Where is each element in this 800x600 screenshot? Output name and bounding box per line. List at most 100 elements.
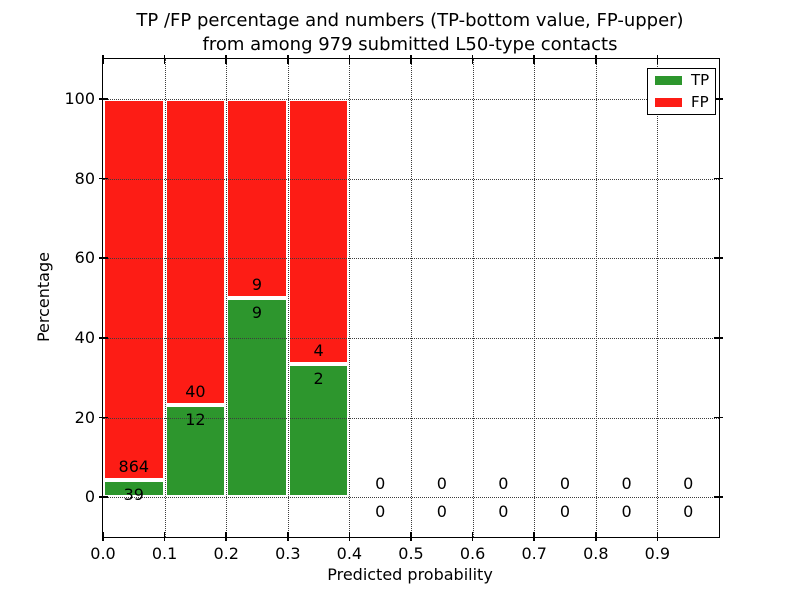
gridline-x-0.1	[164, 59, 166, 537]
bar-segment-fp-bin3	[287, 98, 350, 365]
x-tick-bottom-0.3	[287, 532, 289, 541]
legend-label-tp: TP	[691, 71, 710, 89]
bar-segment-fp-bin0	[103, 98, 165, 480]
tp-count-label-bin4: 0	[375, 502, 386, 522]
gridline-x-0.3	[287, 59, 289, 537]
x-tick-top-0.8	[595, 55, 597, 64]
gridline-x-0.6	[472, 59, 474, 537]
tp-count-label-bin2: 9	[251, 303, 263, 322]
fp-count-label-bin5: 0	[436, 474, 447, 494]
gridline-x-0.9	[657, 59, 659, 537]
y-tick-left-100	[99, 98, 108, 100]
x-tick-label-0.3: 0.3	[275, 544, 301, 563]
tp-count-label-bin6: 0	[498, 502, 509, 522]
y-tick-right-60	[714, 257, 723, 259]
y-tick-left-40	[99, 337, 108, 339]
tp-count-label-bin3: 2	[313, 369, 324, 389]
y-tick-label-80: 80	[74, 168, 95, 188]
gridline-y-100	[103, 98, 719, 100]
fp-count-label-bin8: 0	[621, 474, 632, 494]
x-tick-label-0.8: 0.8	[583, 544, 609, 563]
x-tick-label-0.7: 0.7	[521, 544, 547, 563]
y-tick-label-60: 60	[74, 248, 95, 268]
x-tick-bottom-0.4	[348, 532, 351, 541]
bar-segment-fp-bin2	[226, 98, 288, 298]
x-tick-label-0.0: 0.0	[90, 544, 116, 563]
bar-segment-tp-bin0	[103, 479, 165, 498]
gridline-x-0.5	[411, 59, 412, 537]
y-tick-right-20	[714, 416, 723, 419]
fp-count-label-bin9: 0	[683, 474, 694, 494]
gridline-x-0.7	[534, 59, 536, 537]
x-tick-label-0.4: 0.4	[336, 544, 363, 563]
legend-label-fp: FP	[691, 93, 709, 111]
x-tick-label-0.9: 0.9	[644, 544, 671, 563]
tp-count-label-bin8: 0	[621, 502, 632, 522]
fp-count-label-bin7: 0	[559, 474, 571, 494]
plot-area: 864 39 40 12 9 9 4 2 0 0 0 0 0 0 0 0 0 0 0 0 0.0 0.1 0.2 0.3 0.4…	[64, 55, 723, 563]
gridline-x-0.2	[226, 59, 228, 537]
x-tick-top-0	[102, 55, 104, 64]
fp-count-label-bin1: 40	[185, 382, 206, 402]
bar-segment-tp-bin3	[287, 364, 350, 498]
y-tick-right-40	[714, 337, 723, 339]
gridline-y-20	[103, 417, 719, 419]
y-tick-label-100: 100	[64, 88, 95, 108]
x-tick-top-0.4	[348, 55, 351, 64]
gridline-x-0.4	[349, 59, 351, 537]
tp-count-label-bin1: 12	[185, 410, 206, 430]
fp-count-label-bin4: 0	[375, 474, 386, 494]
fp-swatch-icon	[655, 97, 682, 107]
x-tick-top-0.6	[471, 55, 474, 64]
x-tick-label-0.1: 0.1	[151, 544, 178, 563]
y-tick-left-20	[99, 416, 108, 419]
x-tick-top-0.5	[410, 55, 412, 64]
y-tick-label-0: 0	[84, 487, 95, 507]
x-tick-bottom-0	[102, 532, 104, 541]
x-tick-bottom-0.8	[595, 532, 597, 541]
bar-segment-fp-bin1	[164, 98, 227, 406]
tp-count-label-bin0: 39	[123, 484, 144, 504]
y-tick-left-0	[99, 496, 108, 498]
gridline-y-80	[103, 178, 719, 180]
fp-count-label-bin2: 9	[251, 275, 263, 294]
gridline-y-60	[103, 258, 719, 260]
fp-count-label-bin3: 4	[313, 341, 324, 361]
x-tick-label-0.2: 0.2	[213, 544, 239, 563]
x-tick-top-0.7	[533, 55, 535, 64]
y-tick-right-80	[714, 177, 723, 180]
y-tick-right-0	[714, 496, 723, 498]
x-tick-bottom-0.9	[656, 532, 659, 541]
tp-count-label-bin5: 0	[436, 502, 447, 522]
x-tick-bottom-0.1	[163, 532, 166, 541]
y-tick-right-100	[714, 98, 723, 100]
tp-swatch-icon	[655, 75, 682, 85]
bar-segment-tp-bin2	[226, 298, 288, 498]
legend: TP FP	[647, 68, 716, 115]
x-tick-top-0.9	[656, 55, 659, 64]
y-tick-label-40: 40	[74, 327, 95, 347]
bar-segment-tp-bin1	[164, 405, 227, 498]
chart-title-line-2: from among 979 submitted L50-type contac…	[202, 34, 618, 55]
fp-count-label-bin6: 0	[498, 474, 509, 494]
gridline-x-0.8	[595, 59, 597, 537]
gridline-y-40	[103, 337, 719, 339]
legend-row-tp: TP	[648, 69, 715, 91]
legend-row-fp: FP	[648, 91, 715, 113]
y-tick-left-60	[99, 257, 108, 259]
x-tick-bottom-0.2	[225, 532, 227, 541]
fp-count-label-bin0: 864	[118, 456, 150, 476]
tp-count-label-bin7: 0	[559, 502, 571, 522]
x-tick-top-0.3	[287, 55, 289, 64]
x-tick-top-0.1	[163, 55, 166, 64]
x-tick-label-0.6: 0.6	[459, 544, 486, 563]
chart-title: TP /FP percentage and numbers (TP-bottom…	[102, 9, 718, 57]
chart-title-line-1: TP /FP percentage and numbers (TP-bottom…	[136, 10, 684, 31]
tp-count-label-bin9: 0	[683, 502, 694, 522]
x-tick-bottom-0.5	[410, 532, 412, 541]
y-tick-label-20: 20	[74, 407, 95, 427]
x-tick-bottom-0.7	[533, 532, 535, 541]
y-tick-left-80	[99, 177, 108, 180]
x-tick-label-0.5: 0.5	[398, 544, 424, 563]
